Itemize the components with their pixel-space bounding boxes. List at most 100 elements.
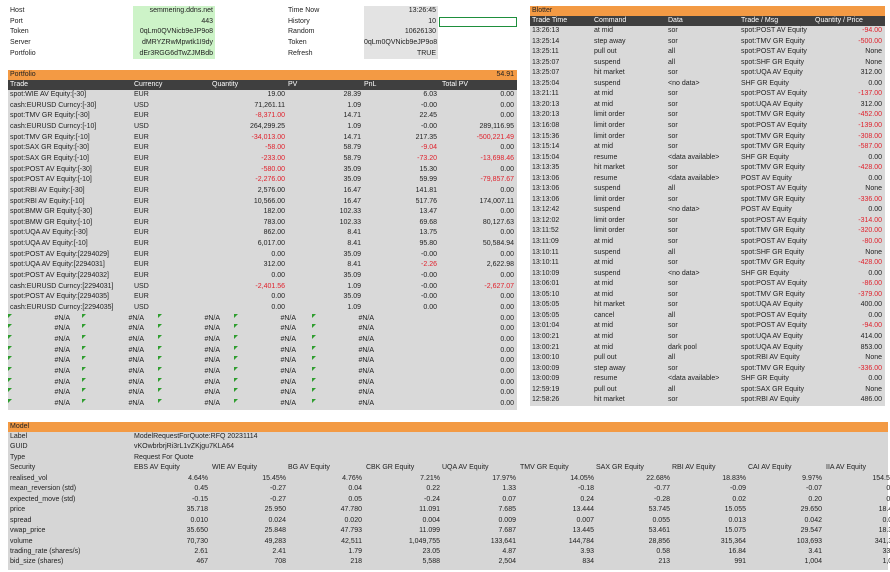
portfolio-cell: 0.00 (500, 335, 514, 343)
portfolio-cell: -2,401.56 (255, 282, 285, 290)
model-cell: -0.24 (424, 495, 440, 503)
blotter-cell: sor (668, 143, 678, 151)
blotter-cell: 13:20:13 (532, 111, 560, 119)
portfolio-title: Portfolio (10, 71, 36, 78)
portfolio-cell: 1.09 (347, 122, 361, 130)
info-value-cell[interactable]: dEr3RGG6dTwZJMBdb (133, 48, 215, 60)
blotter-cell: at mid (594, 27, 614, 34)
model-cell: 0.042 (804, 516, 822, 524)
info-value-cell[interactable]: semmering.ddns.net (133, 6, 215, 17)
blotter-cell: suspend (594, 185, 621, 193)
portfolio-trade-cell: spot:SAX GR Equity:[-30] (10, 144, 89, 152)
portfolio-title-bar (8, 70, 517, 80)
blotter-cell: 13:13:06 (532, 174, 560, 182)
model-security-header: CBK GR Equity (366, 464, 415, 472)
model-cell: 47.793 (340, 527, 362, 535)
portfolio-cell: #N/A (358, 399, 374, 407)
info-value-cell[interactable]: 10626130 (364, 27, 438, 38)
error-flag-icon (312, 398, 316, 403)
blotter-cell: resume (594, 153, 618, 161)
blotter-cell: sor (668, 396, 678, 404)
model-cell: 29.650 (800, 506, 822, 514)
portfolio-cell: #N/A (204, 378, 220, 386)
model-cell: 47.780 (340, 506, 362, 514)
model-cell: 0.20 (808, 495, 822, 503)
model-title: Model (10, 423, 30, 430)
portfolio-cell: 102.33 (339, 208, 361, 216)
portfolio-cell: 862.00 (263, 229, 285, 237)
portfolio-cell: 19.00 (267, 91, 285, 98)
portfolio-cell: 174,007.11 (479, 197, 514, 205)
portfolio-cell: -13,698.46 (480, 154, 514, 162)
error-flag-icon (312, 334, 316, 339)
info-value-cell[interactable]: 10 (364, 16, 438, 28)
info-value-cell[interactable]: TRUE (364, 48, 438, 60)
blotter-cell: 0.00 (868, 79, 882, 87)
blotter-cell: 12:59:19 (532, 385, 560, 393)
portfolio-cell: 0.00 (500, 144, 514, 152)
blotter-cell: spot:TMV GR Equity (741, 195, 805, 203)
blotter-cell: -80.00 (862, 238, 882, 245)
portfolio-cell: 6.03 (423, 91, 437, 98)
blotter-cell: -587.00 (858, 143, 882, 151)
error-flag-icon (158, 398, 162, 403)
blotter-cell: sor (668, 100, 678, 108)
portfolio-cell: USD (134, 304, 149, 311)
model-cell: 22.68% (646, 474, 670, 482)
blotter-cell: spot:SHF GR Equity (741, 58, 805, 66)
portfolio-cell: #N/A (204, 335, 220, 343)
model-meta-label: Type (10, 453, 26, 461)
portfolio-trade-cell: cash:EURUSD Curncy:[2294031] (10, 282, 114, 290)
info-label: Host (10, 7, 25, 14)
model-cell: 0.007 (576, 516, 594, 524)
portfolio-cell: -8,371.00 (255, 112, 285, 120)
portfolio-cell: #N/A (204, 367, 220, 375)
portfolio-cell: #N/A (128, 314, 144, 322)
model-cell: 3.41 (808, 547, 822, 555)
blotter-cell: sor (668, 216, 678, 224)
info-label: Random (288, 28, 315, 36)
blotter-cell: -320.00 (858, 227, 882, 235)
model-row-label: vwap_price (10, 527, 46, 535)
error-flag-icon (312, 388, 316, 393)
blotter-header-bar (530, 16, 885, 26)
blotter-cell: sor (668, 364, 678, 372)
blotter-cell: sor (668, 195, 678, 203)
model-cell: 1,066 (882, 558, 890, 566)
blotter-cell: all (668, 58, 676, 66)
info-value-cell[interactable]: 13:26:45 (364, 6, 438, 17)
blotter-cell: 13:13:06 (532, 195, 560, 203)
blotter-cell: <data available> (668, 153, 720, 161)
blotter-cell: 0.00 (868, 174, 882, 182)
info-value-cell[interactable]: 0qLm0QVNicb9eJP9o8 (364, 37, 438, 49)
error-flag-icon (234, 334, 238, 339)
info-value-cell[interactable]: dMRYZRwMpwtk1I9dy (133, 37, 215, 49)
model-cell: -0.15 (192, 495, 208, 503)
history-input[interactable] (439, 16, 517, 28)
blotter-cell: all (668, 311, 676, 319)
model-cell: 15.075 (724, 527, 746, 535)
blotter-cell: 13:00:09 (532, 375, 560, 383)
portfolio-cell: 2,622.98 (486, 261, 514, 269)
portfolio-cell: -2,276.00 (255, 176, 285, 184)
blotter-cell: 13:25:07 (532, 69, 560, 77)
error-flag-icon (82, 366, 86, 371)
info-value-cell[interactable]: 443 (133, 16, 215, 28)
model-security-header: RBI AV Equity (672, 464, 716, 472)
info-value-cell[interactable]: 0qLm0QVNicb9eJP9o8 (133, 27, 215, 38)
portfolio-cell: EUR (134, 293, 149, 301)
blotter-cell: spot:POST AV Equity (741, 185, 807, 193)
error-flag-icon (158, 324, 162, 329)
blotter-cell: limit order (594, 132, 625, 140)
error-flag-icon (8, 313, 12, 318)
model-security-header: IIA AV Equity (826, 464, 866, 472)
blotter-cell: spot:RBI AV Equity (741, 354, 800, 362)
portfolio-cell: 15.30 (419, 165, 437, 173)
model-cell: 213 (658, 558, 670, 566)
portfolio-cell: #N/A (358, 346, 374, 354)
portfolio-cell: 35.09 (343, 293, 361, 301)
model-cell: 0.07 (502, 495, 516, 503)
error-flag-icon (82, 398, 86, 403)
blotter-cell: 13:01:04 (532, 322, 560, 330)
portfolio-header: Currency (134, 81, 163, 88)
